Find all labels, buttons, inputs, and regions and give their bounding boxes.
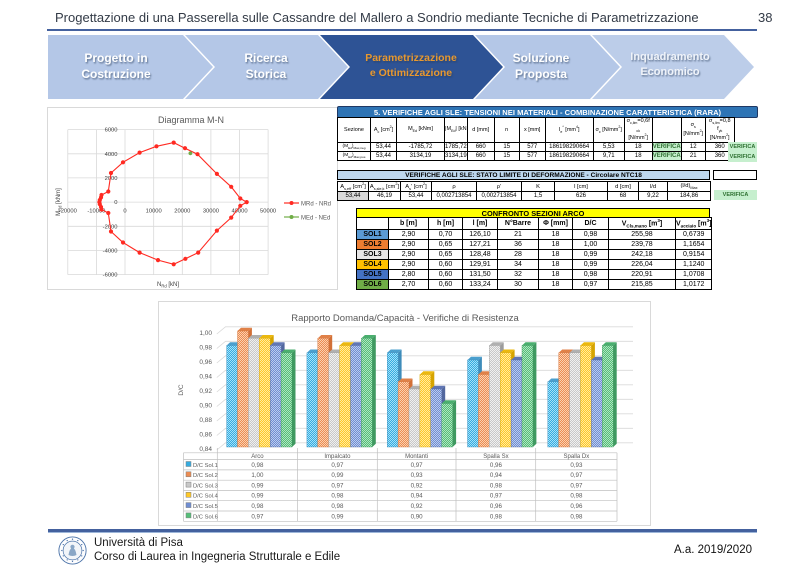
svg-text:0,92: 0,92 (411, 503, 424, 510)
svg-text:0,94: 0,94 (490, 472, 503, 479)
svg-text:D/C Sol.3: D/C Sol.3 (193, 484, 218, 490)
svg-text:2000: 2000 (105, 176, 118, 182)
svg-text:1,00: 1,00 (251, 472, 264, 479)
svg-text:D/C Sol.5: D/C Sol.5 (193, 504, 218, 510)
svg-text:0,98: 0,98 (490, 513, 503, 520)
svg-text:0,88: 0,88 (199, 417, 212, 424)
svg-text:0,99: 0,99 (251, 493, 264, 500)
svg-text:0: 0 (114, 200, 117, 206)
svg-text:NRd [kN]: NRd [kN] (157, 282, 179, 288)
svg-text:0,99: 0,99 (331, 513, 344, 520)
svg-text:Diagramma M-N: Diagramma M-N (158, 115, 224, 125)
svg-text:MRd [kNm]: MRd [kNm] (56, 188, 62, 216)
svg-text:50000: 50000 (260, 209, 276, 215)
svg-text:0,94: 0,94 (199, 373, 212, 380)
svg-text:0,97: 0,97 (490, 493, 503, 500)
svg-text:0,98: 0,98 (331, 493, 344, 500)
svg-text:Montanti: Montanti (405, 454, 428, 460)
svg-text:Impalcato: Impalcato (324, 454, 351, 460)
svg-text:0,97: 0,97 (570, 472, 583, 479)
svg-text:Spalla Dx: Spalla Dx (564, 454, 590, 460)
svg-text:Rapporto Domanda/Capacità - V: Rapporto Domanda/Capacità - Verifiche di… (291, 313, 519, 324)
svg-text:0,97: 0,97 (251, 513, 264, 520)
svg-text:0,98: 0,98 (570, 493, 583, 500)
svg-text:0,96: 0,96 (490, 462, 503, 469)
svg-text:0,84: 0,84 (199, 446, 212, 453)
svg-text:0,92: 0,92 (411, 483, 424, 490)
svg-text:0,97: 0,97 (411, 462, 424, 469)
svg-text:0,99: 0,99 (331, 472, 344, 479)
svg-text:30000: 30000 (203, 209, 219, 215)
svg-text:-4000: -4000 (103, 248, 118, 254)
svg-text:D/C: D/C (178, 384, 185, 396)
svg-text:0,93: 0,93 (411, 472, 424, 479)
svg-text:0,92: 0,92 (199, 388, 212, 395)
svg-text:0,94: 0,94 (411, 493, 424, 500)
svg-text:0,96: 0,96 (199, 359, 212, 366)
svg-text:0,97: 0,97 (570, 483, 583, 490)
svg-text:D/C Sol.2: D/C Sol.2 (193, 473, 218, 479)
svg-text:0,99: 0,99 (251, 483, 264, 490)
svg-text:0,98: 0,98 (490, 483, 503, 490)
svg-text:0,96: 0,96 (490, 503, 503, 510)
svg-text:20000: 20000 (174, 209, 190, 215)
svg-text:0,90: 0,90 (411, 513, 424, 520)
svg-text:Spalla Sx: Spalla Sx (483, 454, 508, 460)
svg-text:MEd - NEd: MEd - NEd (301, 216, 330, 222)
svg-text:D/C Sol.6: D/C Sol.6 (193, 514, 218, 520)
svg-text:0,98: 0,98 (251, 503, 264, 510)
svg-text:-20000: -20000 (59, 209, 77, 215)
svg-text:0: 0 (123, 209, 126, 215)
svg-text:40000: 40000 (231, 209, 247, 215)
svg-text:Arco: Arco (251, 454, 264, 460)
svg-text:0,98: 0,98 (331, 503, 344, 510)
svg-text:0,97: 0,97 (331, 483, 344, 490)
svg-text:0,86: 0,86 (199, 431, 212, 438)
svg-text:6000: 6000 (105, 128, 118, 134)
svg-text:0,93: 0,93 (570, 462, 583, 469)
svg-text:4000: 4000 (105, 152, 118, 158)
svg-text:1,00: 1,00 (199, 330, 212, 337)
svg-text:MRd - NRd: MRd - NRd (301, 202, 331, 208)
svg-text:0,98: 0,98 (251, 462, 264, 469)
svg-text:0,96: 0,96 (570, 503, 583, 510)
svg-text:-10000: -10000 (87, 209, 105, 215)
svg-text:0,97: 0,97 (331, 462, 344, 469)
svg-text:0,90: 0,90 (199, 402, 212, 409)
svg-text:0,98: 0,98 (199, 344, 212, 351)
svg-text:-6000: -6000 (103, 273, 118, 279)
svg-text:D/C Sol.4: D/C Sol.4 (193, 494, 219, 500)
svg-text:D/C Sol.1: D/C Sol.1 (193, 463, 218, 469)
svg-text:10000: 10000 (146, 209, 162, 215)
svg-text:0,98: 0,98 (570, 513, 583, 520)
